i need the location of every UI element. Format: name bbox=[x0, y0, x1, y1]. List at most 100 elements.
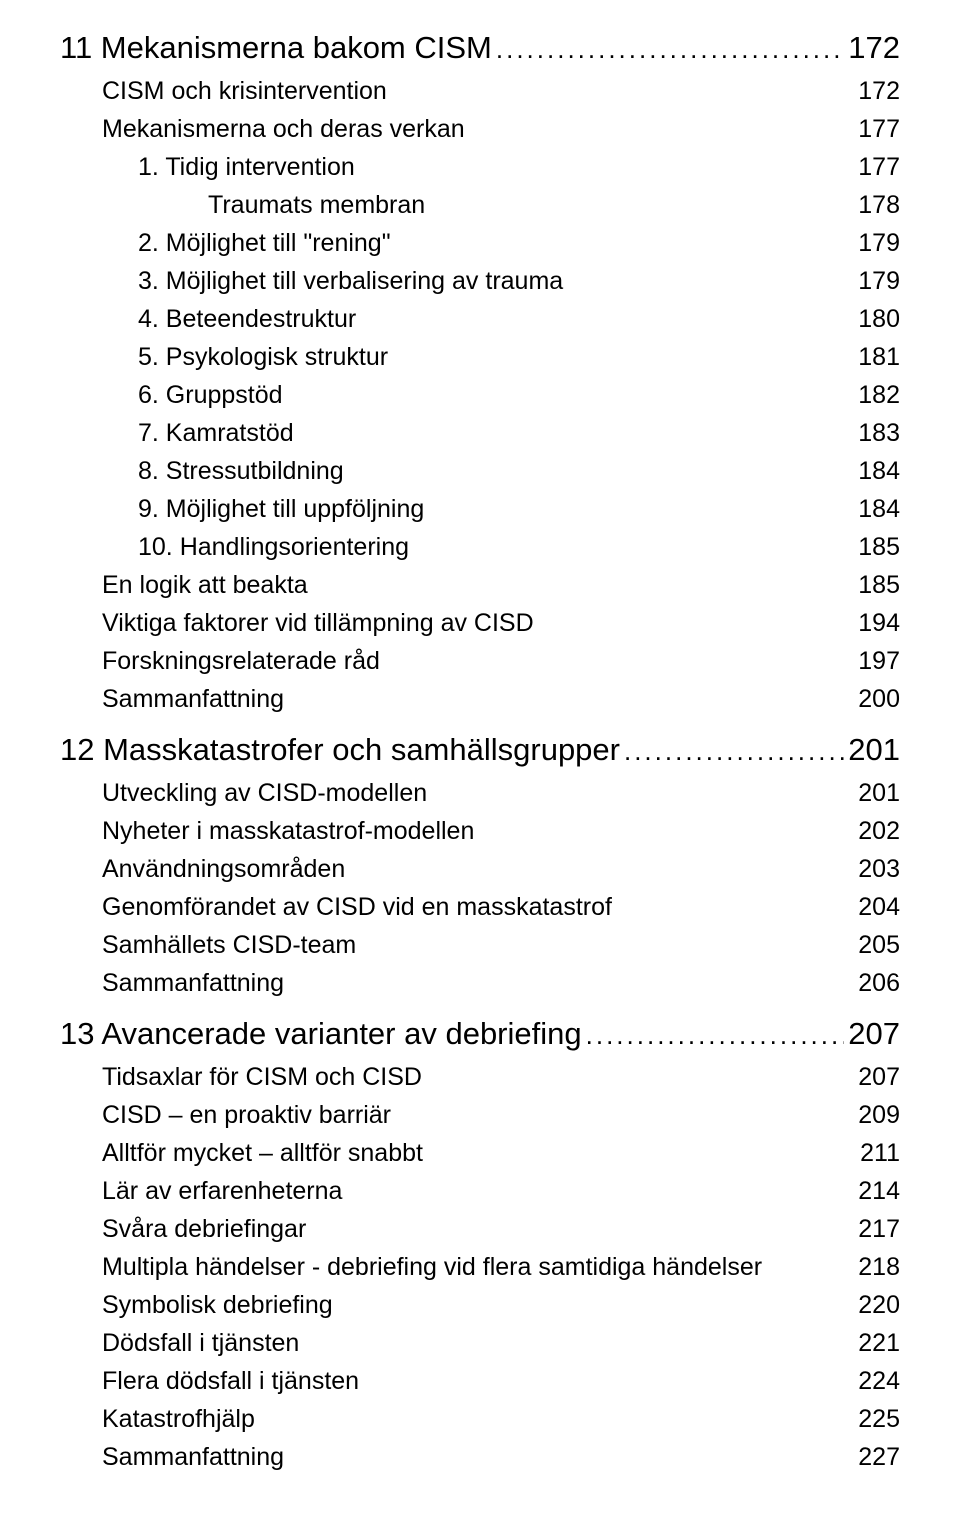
toc-entry-row: Sammanfattning227 bbox=[60, 1438, 900, 1476]
toc-entry-label: 1. Tidig intervention bbox=[138, 148, 850, 186]
toc-entry-row: Sammanfattning200 bbox=[60, 680, 900, 718]
toc-entry-row: 6. Gruppstöd182 bbox=[60, 376, 900, 414]
toc-entry-page: 185 bbox=[850, 566, 900, 604]
toc-entry-page: 224 bbox=[850, 1362, 900, 1400]
toc-entry-row: Samhällets CISD-team205 bbox=[60, 926, 900, 964]
toc-entry-page: 220 bbox=[850, 1286, 900, 1324]
toc-entry-label: Svåra debriefingar bbox=[102, 1210, 850, 1248]
toc-entry-row: Tidsaxlar för CISM och CISD207 bbox=[60, 1058, 900, 1096]
toc-entry-row: CISD – en proaktiv barriär209 bbox=[60, 1096, 900, 1134]
toc-chapter-label: 13 Avancerade varianter av debriefing bbox=[60, 1016, 586, 1052]
toc-entry-row: Flera dödsfall i tjänsten224 bbox=[60, 1362, 900, 1400]
toc-entry-row: 1. Tidig intervention177 bbox=[60, 148, 900, 186]
toc-entry-label: Symbolisk debriefing bbox=[102, 1286, 850, 1324]
toc-entry-page: 207 bbox=[850, 1058, 900, 1096]
toc-entry-label: CISM och krisintervention bbox=[102, 72, 850, 110]
toc-entry-label: 4. Beteendestruktur bbox=[138, 300, 850, 338]
toc-chapter-row: 12 Masskatastrofer och samhällsgrupper..… bbox=[60, 732, 900, 768]
toc-entry-row: 7. Kamratstöd183 bbox=[60, 414, 900, 452]
toc-chapter-page: 201 bbox=[844, 732, 900, 768]
toc-entry-row: 9. Möjlighet till uppföljning184 bbox=[60, 490, 900, 528]
toc-entry-row: Symbolisk debriefing220 bbox=[60, 1286, 900, 1324]
toc-entry-row: 3. Möjlighet till verbalisering av traum… bbox=[60, 262, 900, 300]
toc-entry-page: 225 bbox=[850, 1400, 900, 1438]
toc-entry-row: En logik att beakta185 bbox=[60, 566, 900, 604]
toc-entry-row: 5. Psykologisk struktur181 bbox=[60, 338, 900, 376]
toc-entry-label: Samhällets CISD-team bbox=[102, 926, 850, 964]
toc-entry-page: 200 bbox=[850, 680, 900, 718]
toc-entry-label: Sammanfattning bbox=[102, 680, 850, 718]
toc-entry-label: Genomförandet av CISD vid en masskatastr… bbox=[102, 888, 850, 926]
toc-entry-label: Dödsfall i tjänsten bbox=[102, 1324, 850, 1362]
toc-entry-page: 214 bbox=[850, 1172, 900, 1210]
toc-entry-page: 185 bbox=[850, 528, 900, 566]
toc-entry-label: Nyheter i masskatastrof-modellen bbox=[102, 812, 850, 850]
toc-chapter-page: 172 bbox=[844, 30, 900, 66]
toc-entry-label: Flera dödsfall i tjänsten bbox=[102, 1362, 850, 1400]
toc-entry-row: Nyheter i masskatastrof-modellen202 bbox=[60, 812, 900, 850]
toc-entry-label: 7. Kamratstöd bbox=[138, 414, 850, 452]
toc-entry-label: Tidsaxlar för CISM och CISD bbox=[102, 1058, 850, 1096]
toc-entry-row: Katastrofhjälp225 bbox=[60, 1400, 900, 1438]
toc-entry-label: 3. Möjlighet till verbalisering av traum… bbox=[138, 262, 850, 300]
toc-entry-label: 9. Möjlighet till uppföljning bbox=[138, 490, 850, 528]
toc-entry-row: 4. Beteendestruktur180 bbox=[60, 300, 900, 338]
toc-entry-page: 178 bbox=[850, 186, 900, 224]
toc-entry-row: Forskningsrelaterade råd197 bbox=[60, 642, 900, 680]
toc-entry-row: Användningsområden203 bbox=[60, 850, 900, 888]
toc-entry-label: Sammanfattning bbox=[102, 964, 850, 1002]
toc-entry-row: 2. Möjlighet till "rening"179 bbox=[60, 224, 900, 262]
toc-entry-row: 8. Stressutbildning184 bbox=[60, 452, 900, 490]
toc-chapter-row: 11 Mekanismerna bakom CISM..............… bbox=[60, 30, 900, 66]
toc-entry-row: Traumats membran178 bbox=[60, 186, 900, 224]
toc-chapter-label: 11 Mekanismerna bakom CISM bbox=[60, 30, 496, 66]
toc-entry-page: 211 bbox=[852, 1134, 900, 1172]
toc-entry-page: 180 bbox=[850, 300, 900, 338]
toc-entry-row: Sammanfattning206 bbox=[60, 964, 900, 1002]
toc-entry-page: 206 bbox=[850, 964, 900, 1002]
toc-entry-label: Utveckling av CISD-modellen bbox=[102, 774, 850, 812]
toc-entry-page: 194 bbox=[850, 604, 900, 642]
toc-entry-label: 10. Handlingsorientering bbox=[138, 528, 850, 566]
toc-entry-row: Alltför mycket – alltför snabbt211 bbox=[60, 1134, 900, 1172]
toc-entry-row: Svåra debriefingar217 bbox=[60, 1210, 900, 1248]
toc-entry-label: Forskningsrelaterade råd bbox=[102, 642, 850, 680]
toc-entry-row: Utveckling av CISD-modellen201 bbox=[60, 774, 900, 812]
toc-entry-page: 179 bbox=[850, 262, 900, 300]
toc-entry-page: 177 bbox=[850, 148, 900, 186]
toc-entry-page: 204 bbox=[850, 888, 900, 926]
toc-dots: ........................................… bbox=[496, 34, 844, 65]
toc-entry-row: Multipla händelser - debriefing vid fler… bbox=[60, 1248, 900, 1286]
toc-entry-page: 202 bbox=[850, 812, 900, 850]
toc-entry-row: Viktiga faktorer vid tillämpning av CISD… bbox=[60, 604, 900, 642]
toc-entry-row: Mekanismerna och deras verkan177 bbox=[60, 110, 900, 148]
toc-entry-page: 177 bbox=[850, 110, 900, 148]
toc-page: 11 Mekanismerna bakom CISM..............… bbox=[0, 0, 960, 1516]
toc-entry-label: Alltför mycket – alltför snabbt bbox=[102, 1134, 852, 1172]
toc-entry-page: 218 bbox=[850, 1248, 900, 1286]
toc-entry-page: 197 bbox=[850, 642, 900, 680]
toc-entry-label: 8. Stressutbildning bbox=[138, 452, 850, 490]
toc-entry-label: Multipla händelser - debriefing vid fler… bbox=[102, 1248, 850, 1286]
toc-entry-page: 217 bbox=[850, 1210, 900, 1248]
toc-entry-label: En logik att beakta bbox=[102, 566, 850, 604]
toc-entry-row: Genomförandet av CISD vid en masskatastr… bbox=[60, 888, 900, 926]
toc-entry-page: 184 bbox=[850, 490, 900, 528]
toc-entry-label: Användningsområden bbox=[102, 850, 850, 888]
toc-entry-row: CISM och krisintervention172 bbox=[60, 72, 900, 110]
toc-chapter-row: 13 Avancerade varianter av debriefing...… bbox=[60, 1016, 900, 1052]
toc-entry-page: 227 bbox=[850, 1438, 900, 1476]
toc-entry-label: CISD – en proaktiv barriär bbox=[102, 1096, 850, 1134]
toc-dots: ........................................… bbox=[586, 1020, 845, 1051]
toc-entry-page: 209 bbox=[850, 1096, 900, 1134]
toc-entry-page: 172 bbox=[850, 72, 900, 110]
toc-entry-label: Traumats membran bbox=[208, 186, 850, 224]
toc-chapter-label: 12 Masskatastrofer och samhällsgrupper bbox=[60, 732, 624, 768]
toc-entry-page: 182 bbox=[850, 376, 900, 414]
toc-entry-page: 201 bbox=[850, 774, 900, 812]
toc-entry-label: 5. Psykologisk struktur bbox=[138, 338, 850, 376]
toc-entry-row: Dödsfall i tjänsten221 bbox=[60, 1324, 900, 1362]
toc-entry-page: 203 bbox=[850, 850, 900, 888]
toc-entry-row: Lär av erfarenheterna214 bbox=[60, 1172, 900, 1210]
toc-entry-page: 179 bbox=[850, 224, 900, 262]
